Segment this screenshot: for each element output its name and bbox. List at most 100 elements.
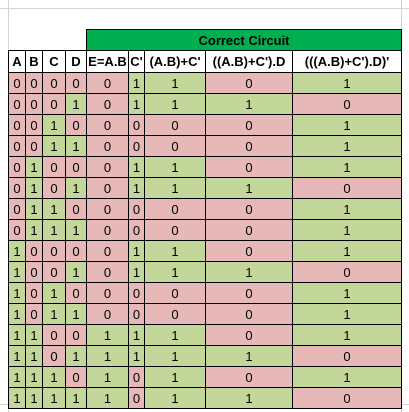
table-cell[interactable]: 1 bbox=[25, 219, 43, 241]
table-cell[interactable]: 1 bbox=[65, 93, 87, 115]
table-cell[interactable]: 1 bbox=[144, 324, 206, 346]
table-cell[interactable]: 0 bbox=[8, 219, 26, 241]
table-cell[interactable]: 0 bbox=[65, 72, 87, 94]
table-cell[interactable]: 0 bbox=[42, 240, 66, 262]
column-header[interactable]: C' bbox=[128, 50, 145, 73]
table-cell[interactable]: 1 bbox=[292, 303, 402, 325]
table-cell[interactable]: 0 bbox=[128, 114, 145, 136]
table-cell[interactable]: 1 bbox=[128, 93, 145, 115]
table-cell[interactable]: 1 bbox=[25, 387, 43, 409]
table-cell[interactable]: 1 bbox=[65, 135, 87, 157]
table-cell[interactable]: 0 bbox=[86, 72, 129, 94]
column-header[interactable]: ((A.B)+C').D bbox=[205, 50, 293, 73]
table-cell[interactable]: 1 bbox=[8, 345, 26, 367]
table-cell[interactable]: 0 bbox=[25, 303, 43, 325]
table-cell[interactable]: 0 bbox=[65, 114, 87, 136]
table-cell[interactable]: 1 bbox=[144, 240, 206, 262]
table-cell[interactable]: 0 bbox=[205, 303, 293, 325]
table-cell[interactable]: 0 bbox=[292, 345, 402, 367]
table-cell[interactable]: 1 bbox=[8, 387, 26, 409]
table-cell[interactable]: 1 bbox=[144, 387, 206, 409]
table-cell[interactable]: 0 bbox=[144, 303, 206, 325]
table-cell[interactable]: 1 bbox=[128, 324, 145, 346]
table-cell[interactable]: 0 bbox=[205, 324, 293, 346]
table-cell[interactable]: 1 bbox=[292, 219, 402, 241]
table-cell[interactable]: 0 bbox=[128, 135, 145, 157]
table-cell[interactable]: 1 bbox=[42, 366, 66, 388]
table-title[interactable]: Correct Circuit bbox=[86, 29, 402, 51]
table-cell[interactable]: 0 bbox=[8, 198, 26, 220]
table-cell[interactable]: 1 bbox=[42, 219, 66, 241]
table-cell[interactable]: 0 bbox=[205, 135, 293, 157]
table-cell[interactable]: 0 bbox=[128, 198, 145, 220]
table-cell[interactable]: 0 bbox=[25, 261, 43, 283]
table-cell[interactable]: 0 bbox=[205, 114, 293, 136]
table-cell[interactable]: 0 bbox=[128, 303, 145, 325]
table-cell[interactable]: 1 bbox=[65, 261, 87, 283]
table-cell[interactable]: 0 bbox=[86, 219, 129, 241]
table-cell[interactable]: 0 bbox=[65, 198, 87, 220]
table-cell[interactable]: 1 bbox=[8, 282, 26, 304]
table-cell[interactable]: 0 bbox=[292, 177, 402, 199]
table-cell[interactable]: 1 bbox=[292, 282, 402, 304]
table-cell[interactable]: 0 bbox=[144, 135, 206, 157]
table-cell[interactable]: 0 bbox=[144, 114, 206, 136]
table-cell[interactable]: 0 bbox=[65, 156, 87, 178]
table-cell[interactable]: 1 bbox=[42, 387, 66, 409]
table-cell[interactable]: 0 bbox=[205, 219, 293, 241]
table-cell[interactable]: 1 bbox=[8, 240, 26, 262]
table-cell[interactable]: 0 bbox=[42, 345, 66, 367]
column-header[interactable]: E=A.B bbox=[86, 50, 129, 73]
table-cell[interactable]: 1 bbox=[205, 177, 293, 199]
table-cell[interactable]: 0 bbox=[86, 114, 129, 136]
table-cell[interactable]: 0 bbox=[292, 93, 402, 115]
table-cell[interactable]: 0 bbox=[292, 261, 402, 283]
column-header[interactable]: D bbox=[65, 50, 87, 73]
table-cell[interactable]: 1 bbox=[42, 198, 66, 220]
table-cell[interactable]: 0 bbox=[128, 387, 145, 409]
table-cell[interactable]: 1 bbox=[292, 114, 402, 136]
table-cell[interactable]: 1 bbox=[292, 72, 402, 94]
table-cell[interactable]: 0 bbox=[205, 366, 293, 388]
table-cell[interactable]: 0 bbox=[128, 282, 145, 304]
table-cell[interactable]: 0 bbox=[86, 135, 129, 157]
table-cell[interactable]: 1 bbox=[25, 177, 43, 199]
table-cell[interactable]: 0 bbox=[86, 93, 129, 115]
table-cell[interactable]: 1 bbox=[292, 156, 402, 178]
table-cell[interactable]: 0 bbox=[42, 261, 66, 283]
table-cell[interactable]: 0 bbox=[25, 114, 43, 136]
table-cell[interactable]: 1 bbox=[205, 93, 293, 115]
table-cell[interactable]: 0 bbox=[86, 156, 129, 178]
table-cell[interactable]: 0 bbox=[8, 135, 26, 157]
table-cell[interactable]: 1 bbox=[292, 198, 402, 220]
table-cell[interactable]: 0 bbox=[86, 261, 129, 283]
table-cell[interactable]: 1 bbox=[292, 366, 402, 388]
table-cell[interactable]: 1 bbox=[128, 156, 145, 178]
table-cell[interactable]: 1 bbox=[8, 324, 26, 346]
table-cell[interactable]: 0 bbox=[205, 282, 293, 304]
table-cell[interactable]: 1 bbox=[8, 261, 26, 283]
table-cell[interactable]: 0 bbox=[42, 72, 66, 94]
table-cell[interactable]: 1 bbox=[65, 345, 87, 367]
table-cell[interactable]: 1 bbox=[42, 303, 66, 325]
table-cell[interactable]: 1 bbox=[65, 387, 87, 409]
table-cell[interactable]: 1 bbox=[128, 177, 145, 199]
table-cell[interactable]: 1 bbox=[86, 324, 129, 346]
table-cell[interactable]: 1 bbox=[292, 240, 402, 262]
table-cell[interactable]: 0 bbox=[144, 282, 206, 304]
table-cell[interactable]: 1 bbox=[292, 135, 402, 157]
table-cell[interactable]: 1 bbox=[86, 387, 129, 409]
table-cell[interactable]: 1 bbox=[144, 261, 206, 283]
table-cell[interactable]: 1 bbox=[42, 135, 66, 157]
table-cell[interactable]: 0 bbox=[205, 198, 293, 220]
table-cell[interactable]: 1 bbox=[144, 93, 206, 115]
table-cell[interactable]: 0 bbox=[86, 177, 129, 199]
table-cell[interactable]: 0 bbox=[8, 72, 26, 94]
table-cell[interactable]: 1 bbox=[42, 114, 66, 136]
table-cell[interactable]: 0 bbox=[25, 282, 43, 304]
table-cell[interactable]: 0 bbox=[8, 114, 26, 136]
table-cell[interactable]: 1 bbox=[25, 156, 43, 178]
table-cell[interactable]: 1 bbox=[65, 303, 87, 325]
table-cell[interactable]: 0 bbox=[205, 72, 293, 94]
table-cell[interactable]: 0 bbox=[205, 156, 293, 178]
